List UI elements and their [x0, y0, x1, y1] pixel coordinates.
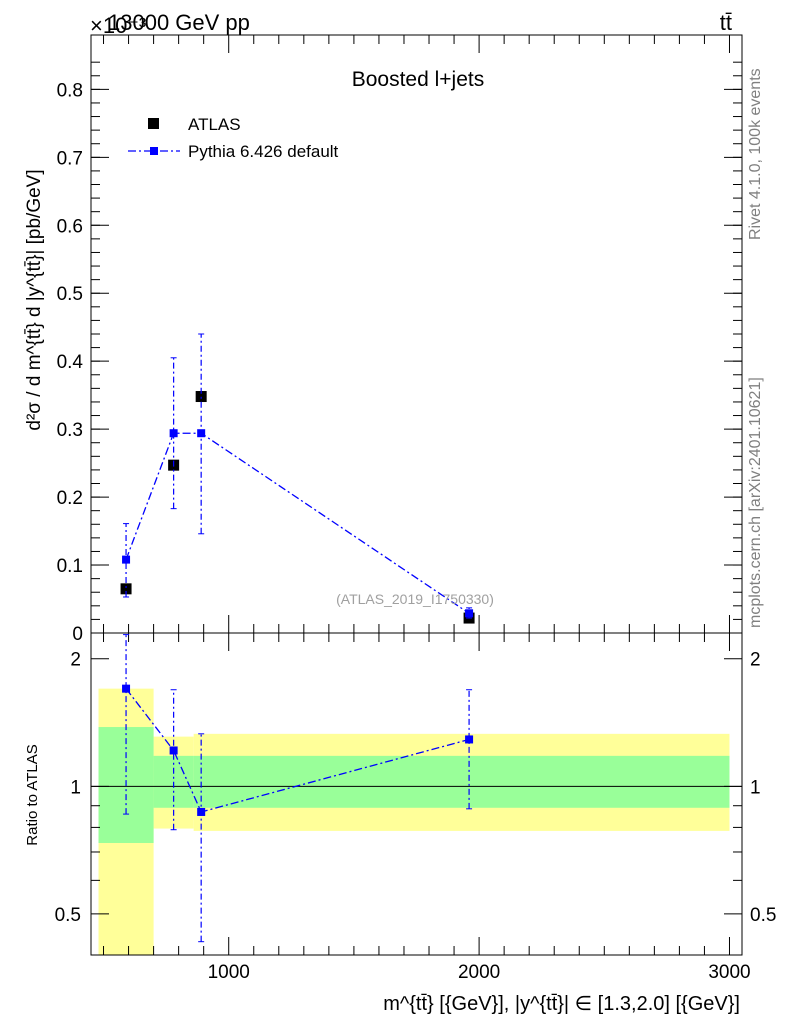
- ratio-panel: 0.5 0.5 1 1 2 2 1000 2000 3000: [55, 632, 776, 983]
- chart-title: Boosted l+jets: [352, 68, 485, 91]
- header-process: tt̄: [720, 10, 732, 35]
- legend-pythia-marker: [150, 147, 158, 155]
- y-tick-label: 0.5: [57, 284, 83, 305]
- pythia-data-point: [122, 555, 131, 564]
- y-tick-label: 0: [72, 624, 83, 645]
- y-tick-label: 0.1: [57, 556, 83, 577]
- ratio-pythia-point: [122, 684, 131, 693]
- ratio-y-tick-label: 1: [70, 777, 81, 798]
- y-tick-label: 0.7: [57, 148, 83, 169]
- legend-atlas-label: ATLAS: [188, 115, 241, 134]
- ratio-pythia-point: [465, 735, 474, 744]
- ratio-y-tick-label: 0.5: [55, 905, 81, 926]
- atlas-data-point: [195, 391, 207, 403]
- ratio-y-tick-label-right: 0.5: [750, 905, 776, 926]
- legend-atlas-marker: [148, 118, 159, 129]
- uncertainty-band-green: [193, 755, 730, 808]
- x-tick-label: 1000: [208, 962, 250, 983]
- ratio-y-tick-label-right: 1: [750, 777, 761, 798]
- ratio-y-tick-label-right: 2: [750, 650, 761, 671]
- main-y-axis-label: d²σ / d m^{tt̄} d |y^{tt̄}| [pb/GeV]: [24, 169, 45, 430]
- ratio-pythia-point: [197, 807, 206, 816]
- rivet-label: Rivet 4.1.0, 100k events: [747, 68, 764, 240]
- atlas-data-point: [120, 583, 132, 595]
- y-tick-label: 0.2: [57, 488, 83, 509]
- header-energy: 13000 GeV pp: [108, 10, 250, 35]
- y-tick-label: 0.3: [57, 420, 83, 441]
- ratio-bands: [98, 688, 730, 955]
- ratio-pythia-line: [125, 688, 470, 813]
- header-scale-prefix: ×10⁻³: [90, 13, 146, 38]
- x-tick-label: 2000: [458, 962, 500, 983]
- pythia-data-point: [169, 429, 178, 438]
- mcplots-label: mcplots.cern.ch [arXiv:2401.10621]: [747, 377, 764, 628]
- ratio-frame: [90, 632, 743, 956]
- pythia-data-point: [197, 429, 206, 438]
- ratio-y-tick-label: 2: [70, 650, 81, 671]
- ratio-pythia-point: [169, 746, 178, 755]
- x-tick-label: 3000: [708, 962, 750, 983]
- ratio-y-axis-label: Ratio to ATLAS: [24, 744, 41, 845]
- legend-pythia-label: Pythia 6.426 default: [188, 142, 339, 161]
- main-panel: 0 0.1 0.2 0.3 0.4 0.5 0.6 0.7 0.8: [57, 34, 743, 645]
- y-tick-label: 0.4: [57, 352, 84, 373]
- pythia-data-point: [465, 609, 474, 618]
- pythia-line: [125, 432, 470, 614]
- watermark: (ATLAS_2019_I1750330): [336, 591, 494, 607]
- x-axis-label: m^{tt̄} [{GeV}], |y^{tt̄}| ∈ [1.3,2.0] […: [383, 993, 740, 1015]
- y-tick-label: 0.6: [57, 216, 83, 237]
- y-tick-label: 0.8: [57, 80, 83, 101]
